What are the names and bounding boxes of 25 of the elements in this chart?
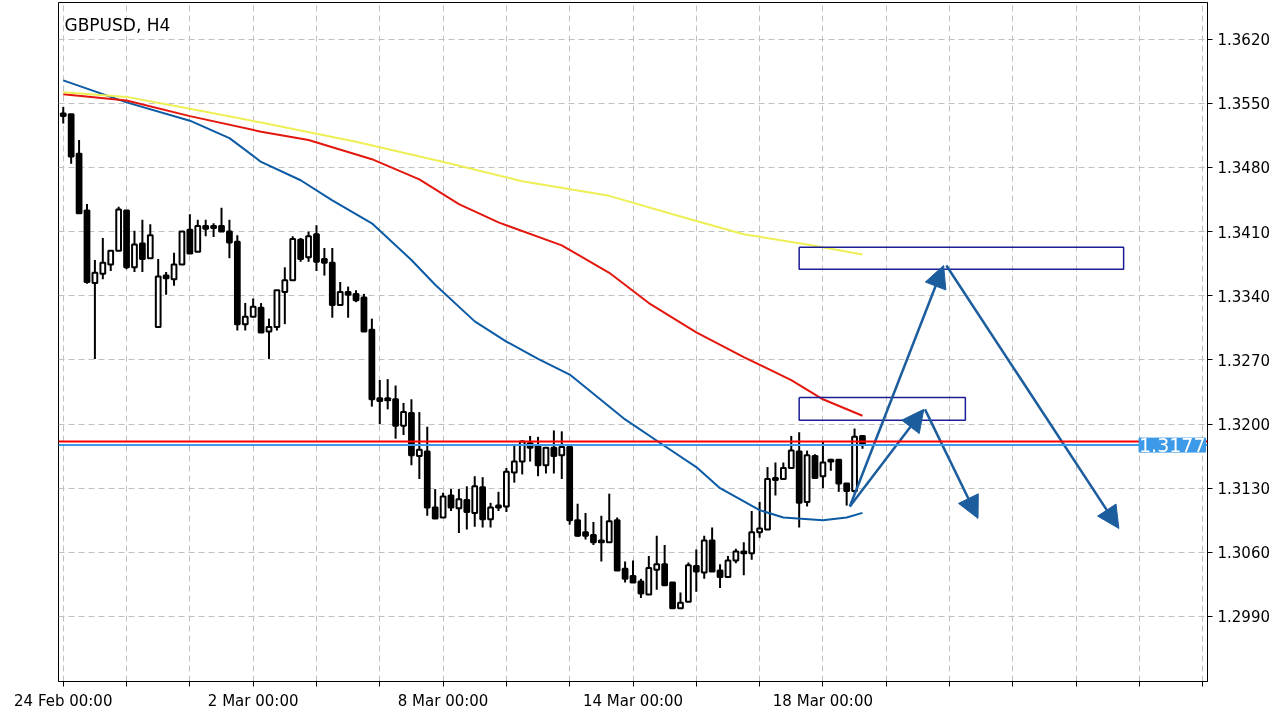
candlestick [819, 440, 827, 490]
x-tick-label: 18 Mar 00:00 [772, 691, 873, 710]
text: GBPUSD, H4 [64, 14, 171, 35]
x-tick-label: 2 Mar 00:00 [207, 691, 299, 710]
candlestick [629, 559, 637, 584]
y-tick-label: 1.3410 [1217, 223, 1270, 242]
y-tick-label: 1.3340 [1217, 287, 1270, 306]
candlestick [265, 317, 273, 360]
candlestick [447, 488, 455, 513]
y-tick-label: 1.3270 [1217, 351, 1270, 370]
candlestick [811, 453, 819, 480]
y-tick-label: 1.3200 [1217, 416, 1270, 435]
x-tick-label: 24 Feb 00:00 [14, 691, 113, 710]
line-series [62, 91, 864, 256]
line-series [62, 93, 864, 417]
x-tick-label: 8 Mar 00:00 [397, 691, 489, 710]
y-tick-label: 1.3060 [1217, 544, 1270, 563]
y-tick-label: 1.3130 [1217, 480, 1270, 499]
ref-line-label: 1.3177 [1139, 434, 1206, 457]
y-tick-label: 1.3550 [1217, 95, 1270, 114]
line-series [62, 79, 864, 522]
x-tick-label: 14 Mar 00:00 [582, 691, 684, 710]
y-tick-label: 1.3620 [1217, 31, 1270, 50]
y-tick-label: 1.3480 [1217, 159, 1270, 178]
y-tick-label: 1.2990 [1217, 608, 1270, 627]
